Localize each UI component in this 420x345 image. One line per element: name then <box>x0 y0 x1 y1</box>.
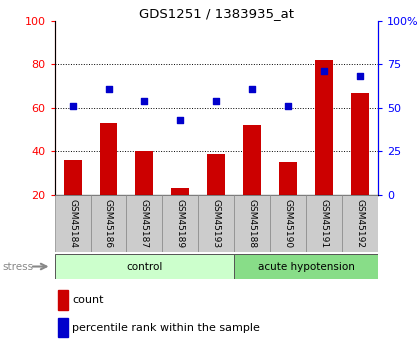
Bar <box>163 195 198 252</box>
Title: GDS1251 / 1383935_at: GDS1251 / 1383935_at <box>139 7 294 20</box>
Bar <box>126 195 163 252</box>
Bar <box>270 195 306 252</box>
Point <box>141 98 148 104</box>
Text: GSM45188: GSM45188 <box>248 199 257 249</box>
Point <box>105 86 112 91</box>
Text: GSM45191: GSM45191 <box>320 199 328 249</box>
Bar <box>100 123 118 195</box>
Bar <box>243 125 261 195</box>
Point <box>177 117 184 123</box>
Bar <box>342 195 378 252</box>
Bar <box>351 92 369 195</box>
Point <box>249 86 256 91</box>
Bar <box>306 195 342 252</box>
Bar <box>58 318 68 337</box>
Bar <box>279 162 297 195</box>
Bar <box>91 195 126 252</box>
Bar <box>234 195 270 252</box>
Bar <box>234 254 378 279</box>
Text: GSM45186: GSM45186 <box>104 199 113 249</box>
Bar <box>63 160 81 195</box>
Bar <box>198 195 234 252</box>
Text: control: control <box>126 262 163 272</box>
Bar <box>315 60 333 195</box>
Text: GSM45193: GSM45193 <box>212 199 221 249</box>
Point <box>213 98 220 104</box>
Text: stress: stress <box>2 262 33 272</box>
Text: acute hypotension: acute hypotension <box>258 262 354 272</box>
Point <box>69 103 76 109</box>
Text: GSM45184: GSM45184 <box>68 199 77 248</box>
Bar <box>135 151 153 195</box>
Point <box>321 68 328 74</box>
Text: count: count <box>72 295 104 305</box>
Text: GSM45189: GSM45189 <box>176 199 185 249</box>
Bar <box>55 254 234 279</box>
Bar <box>58 290 68 309</box>
Text: GSM45192: GSM45192 <box>356 199 365 248</box>
Bar <box>207 154 225 195</box>
Point <box>285 103 291 109</box>
Point <box>357 74 363 79</box>
Text: percentile rank within the sample: percentile rank within the sample <box>72 323 260 333</box>
Bar <box>55 195 91 252</box>
Text: GSM45187: GSM45187 <box>140 199 149 249</box>
Text: GSM45190: GSM45190 <box>284 199 293 249</box>
Bar <box>171 188 189 195</box>
